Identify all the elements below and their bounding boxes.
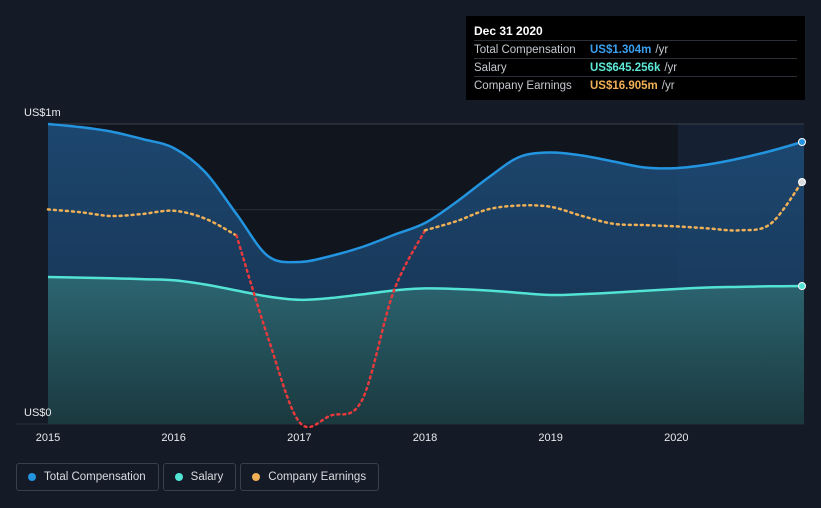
tooltip: Dec 31 2020 Total Compensation US$1.304m… — [466, 16, 805, 100]
tooltip-label: Total Compensation — [474, 43, 576, 56]
y-axis-label-bottom: US$0 — [24, 407, 52, 419]
x-tick-label: 2020 — [664, 432, 688, 444]
legend-dot-icon — [28, 473, 36, 481]
legend-item-company-earnings[interactable]: Company Earnings — [240, 463, 380, 491]
legend-item-total-compensation[interactable]: Total Compensation — [16, 463, 159, 491]
legend: Total Compensation Salary Company Earnin… — [16, 463, 383, 491]
tooltip-row-company-earnings: Company Earnings US$16.905m /yr — [474, 76, 797, 94]
salary-line — [47, 275, 803, 302]
end-markers — [798, 138, 806, 290]
company-earnings-segment — [423, 180, 804, 232]
tooltip-unit: /yr — [655, 43, 669, 56]
x-tick-label: 2017 — [287, 432, 311, 444]
x-tick-label: 2016 — [161, 432, 185, 444]
tooltip-unit: /yr — [664, 61, 678, 74]
tooltip-value: US$16.905m — [590, 79, 658, 92]
tooltip-row-salary: Salary US$645.256k /yr — [474, 58, 797, 76]
legend-label: Company Earnings — [268, 471, 367, 483]
x-tick-label: 2018 — [413, 432, 437, 444]
tooltip-value: US$1.304m — [590, 43, 652, 56]
salary-area — [48, 277, 804, 424]
tooltip-row-total-compensation: Total Compensation US$1.304m /yr — [474, 40, 797, 58]
tooltip-value: US$645.256k — [590, 61, 661, 74]
tooltip-label: Company Earnings — [474, 79, 572, 92]
x-tick-label: 2015 — [36, 432, 60, 444]
x-tick-label: 2019 — [538, 432, 562, 444]
company-earnings-end-point — [798, 178, 806, 186]
company-earnings-segment — [46, 208, 238, 237]
tooltip-date: Dec 31 2020 — [474, 24, 543, 38]
x-axis-ticks: 2015 2016 2017 2018 2019 2020 — [36, 432, 689, 444]
legend-dot-icon — [252, 473, 261, 481]
tooltip-label: Salary — [474, 61, 507, 74]
tooltip-unit: /yr — [661, 79, 675, 92]
legend-label: Total Compensation — [44, 471, 146, 483]
company-earnings-line — [46, 180, 804, 429]
total-compensation-end-point — [798, 138, 806, 146]
salary-end-point — [798, 282, 806, 290]
legend-item-salary[interactable]: Salary — [162, 463, 237, 491]
total-compensation-line — [47, 122, 803, 264]
company-earnings-segment — [235, 229, 427, 429]
legend-dot-icon — [174, 473, 183, 481]
y-axis-label-top: US$1m — [24, 107, 61, 119]
legend-label: Salary — [190, 471, 224, 483]
